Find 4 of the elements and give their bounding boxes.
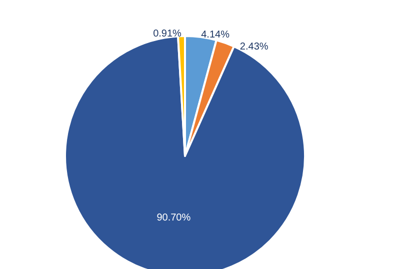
- data-label: 2.43%: [240, 42, 268, 53]
- data-label: 0.91%: [153, 28, 182, 40]
- data-label: 90.70%: [156, 212, 191, 224]
- data-label: 4.14%: [201, 30, 230, 41]
